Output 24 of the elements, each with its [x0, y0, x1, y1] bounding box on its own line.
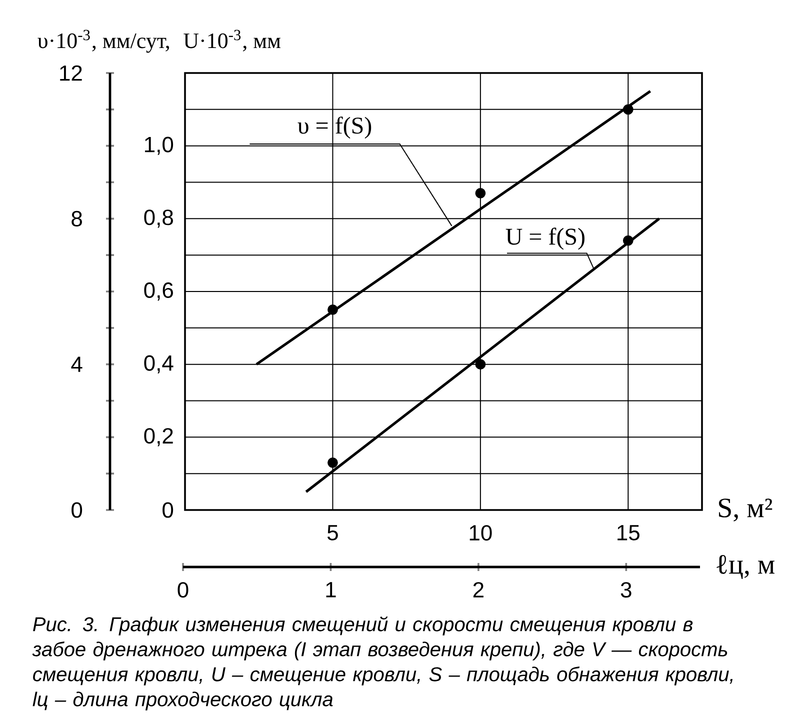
x2-tick-label: 3 [620, 582, 632, 598]
x2-axis-title: ℓц, м [716, 554, 774, 580]
x-axis-title: S, м² [718, 498, 772, 522]
x-tick-label: 5 [327, 525, 338, 540]
y-tick-label: 0,4 [144, 355, 174, 374]
y2-tick-label: 0 [72, 502, 82, 518]
y2-tick-label: 12 [60, 65, 82, 81]
y-tick-label: 0,2 [144, 428, 173, 446]
text: Рис. 3. График изменения смещений и скорости смещения кровли в забое дренажного штрека (I этап возведения крепи), где V — скорость смещения кровли, U – смещение кровли, S – площадь обнажения кровли, lц – длина проходческого цикла [32, 616, 733, 710]
y-tick-label: 0 [162, 502, 174, 518]
x-tick-label: 15 [618, 525, 640, 540]
text: υ = f(S) [298, 116, 372, 139]
y-axis-title: U·10$^{-3}$, мм [184, 30, 280, 52]
y-tick-label: 1,0 [145, 136, 174, 155]
y-tick-label: 0,6 [144, 282, 173, 301]
y2-axis-title: υ·10$^{-3}$, мм/сут, [38, 30, 169, 53]
y-tick-label: 0,8 [144, 210, 173, 228]
x2-tick-label: 2 [473, 582, 484, 598]
x2-tick-label: 1 [326, 582, 336, 598]
y2-tick-label: 8 [72, 210, 82, 226]
y2-tick-label: 4 [71, 356, 82, 372]
x2-tick-label: 0 [178, 582, 188, 598]
x-tick-label: 10 [470, 525, 492, 541]
series-label: U = f(S) [506, 228, 584, 250]
